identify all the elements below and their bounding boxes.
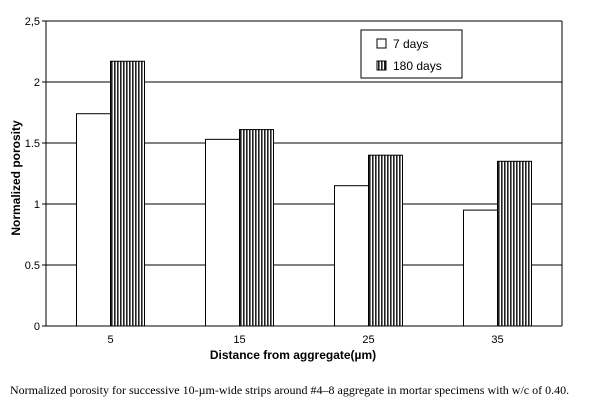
bar-180-days-25 bbox=[368, 154, 403, 327]
figure-caption: Normalized porosity for successive 10-µm… bbox=[10, 383, 570, 397]
x-axis-title: Distance from aggregate(µm) bbox=[210, 348, 376, 362]
legend-label-7-days: 7 days bbox=[393, 37, 428, 51]
bar-7-days-35 bbox=[463, 209, 498, 327]
bar-180-days-15 bbox=[239, 129, 274, 327]
y-tick-label: 0 bbox=[34, 321, 40, 333]
x-tick-label: 25 bbox=[362, 334, 374, 346]
legend: 7 days 180 days bbox=[360, 29, 463, 79]
y-axis-title: Normalized porosity bbox=[9, 120, 23, 236]
x-tick-label: 35 bbox=[491, 334, 503, 346]
x-tick-label: 15 bbox=[233, 334, 245, 346]
bar-7-days-15 bbox=[205, 138, 240, 327]
bar-7-days-25 bbox=[334, 185, 369, 327]
legend-swatch-180-days bbox=[376, 60, 387, 71]
x-tick-label: 5 bbox=[107, 334, 113, 346]
bar-chart: 0 0.5 1 1.5 2 2,5 5 15 25 35 Distance from aggreg… bbox=[9, 16, 563, 362]
y-tick-label: 2,5 bbox=[25, 16, 40, 28]
legend-swatch-7-days bbox=[376, 38, 387, 49]
y-tick-label: 1.5 bbox=[25, 138, 40, 150]
tick-labels: 0 0.5 1 1.5 2 2,5 5 15 25 35 bbox=[25, 16, 504, 346]
y-tick-label: 0.5 bbox=[25, 260, 40, 272]
legend-label-180-days: 180 days bbox=[393, 59, 442, 73]
bar-180-days-35 bbox=[497, 160, 532, 327]
axes bbox=[45, 21, 563, 327]
y-tick-label: 2 bbox=[34, 77, 40, 89]
bar-7-days-5 bbox=[76, 113, 111, 327]
y-tick-label: 1 bbox=[34, 199, 40, 211]
bars bbox=[76, 60, 532, 327]
bar-180-days-5 bbox=[110, 60, 145, 327]
